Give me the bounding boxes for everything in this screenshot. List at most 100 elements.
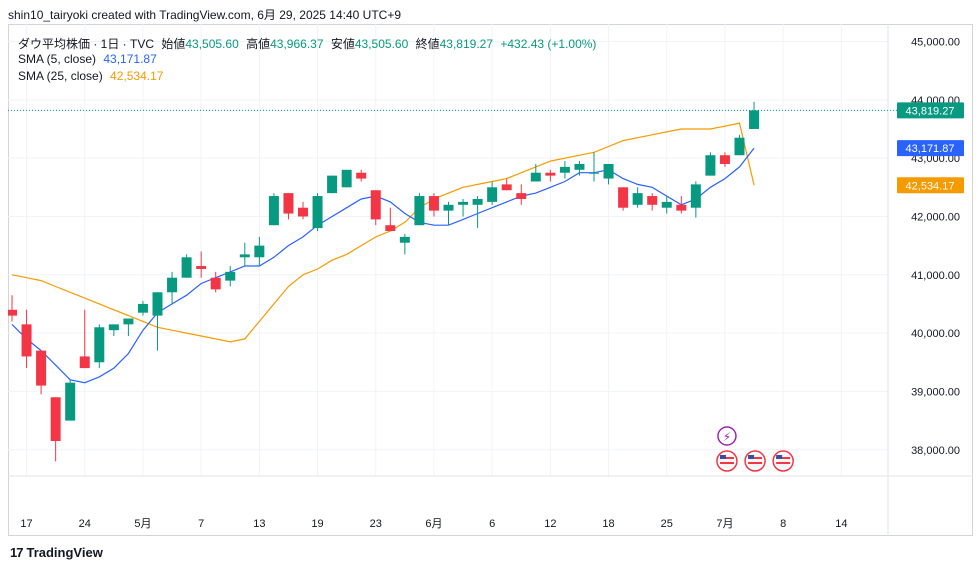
- candle-body[interactable]: [370, 190, 381, 220]
- candle-body[interactable]: [603, 163, 614, 179]
- candle-body[interactable]: [647, 196, 658, 205]
- candle-body[interactable]: [443, 204, 454, 211]
- x-tick-label: 6: [489, 518, 495, 530]
- candle-body[interactable]: [36, 350, 47, 386]
- candle-body[interactable]: [152, 292, 163, 316]
- candle-body[interactable]: [94, 327, 105, 363]
- x-tick-label: 5月: [134, 518, 151, 530]
- flag-stripe: [776, 457, 791, 459]
- sma25-value: 42,534.17: [110, 69, 164, 83]
- chart-frame: [8, 24, 973, 536]
- candle-body[interactable]: [705, 155, 716, 176]
- candle-body[interactable]: [210, 277, 221, 290]
- candle-body[interactable]: [690, 184, 701, 208]
- candle-body[interactable]: [559, 166, 570, 173]
- candlestick-chart[interactable]: 45,000.0044,000.0043,000.0042,000.0041,0…: [8, 24, 973, 536]
- candle-body[interactable]: [181, 257, 192, 278]
- legend-low-label: 安値: [330, 37, 355, 51]
- attribution-text: shin10_tairyoki created with TradingView…: [8, 8, 402, 22]
- candle-body[interactable]: [8, 309, 17, 316]
- candle-body[interactable]: [225, 271, 236, 281]
- candle-body[interactable]: [385, 225, 396, 232]
- sma25-legend[interactable]: SMA (25, close) 42,534.17: [18, 69, 167, 83]
- candle-body[interactable]: [312, 196, 323, 229]
- candle-body[interactable]: [574, 163, 585, 170]
- candle-body[interactable]: [268, 196, 279, 226]
- lightning-icon: ⚡: [723, 430, 731, 444]
- candle-body[interactable]: [516, 193, 527, 199]
- sma5-value: 43,171.87: [103, 52, 157, 66]
- tradingview-brand: TradingView: [26, 545, 103, 560]
- y-tick-label: 43,000.00: [911, 153, 960, 165]
- candle-body[interactable]: [137, 303, 148, 313]
- candle-body[interactable]: [428, 196, 439, 211]
- candle-body[interactable]: [239, 254, 250, 258]
- candle-body[interactable]: [65, 382, 76, 421]
- candle-body[interactable]: [108, 324, 119, 331]
- y-tick-label: 38,000.00: [911, 445, 960, 457]
- y-tick-label: 39,000.00: [911, 386, 960, 398]
- x-tick-label: 6月: [425, 518, 442, 530]
- candle-body[interactable]: [472, 198, 483, 205]
- legend-change: +432.43 (+1.00%): [500, 37, 597, 51]
- x-tick-label: 12: [544, 518, 556, 530]
- flag-canton: [719, 455, 726, 459]
- candle-body[interactable]: [501, 184, 512, 191]
- legend-open-value: 43,505.60: [185, 37, 239, 51]
- candle-body[interactable]: [661, 201, 672, 208]
- legend-low-value: 43,505.60: [354, 37, 409, 51]
- candle-body[interactable]: [341, 169, 352, 188]
- candle-body[interactable]: [327, 175, 338, 194]
- candle-body[interactable]: [632, 193, 643, 205]
- candle-body[interactable]: [545, 172, 556, 176]
- tradingview-footer[interactable]: 17 TradingView: [10, 545, 103, 560]
- candle-body[interactable]: [414, 196, 425, 226]
- x-tick-label: 14: [835, 518, 847, 530]
- y-tick-label: 40,000.00: [911, 328, 960, 340]
- flag-stripe: [748, 462, 763, 464]
- candle-body[interactable]: [123, 318, 134, 325]
- candle-body[interactable]: [196, 266, 207, 269]
- candle-body[interactable]: [719, 155, 730, 164]
- candle-body[interactable]: [79, 356, 90, 369]
- x-tick-label: 25: [661, 518, 673, 530]
- x-tick-label: 17: [20, 518, 32, 530]
- dividend-event-icon[interactable]: [717, 426, 737, 446]
- y-tick-label: 42,000.00: [911, 211, 960, 223]
- candle-body[interactable]: [458, 201, 469, 205]
- legend-close-label: 終値: [415, 37, 440, 51]
- y-tick-label: 45,000.00: [911, 36, 960, 48]
- candle-body[interactable]: [399, 236, 410, 243]
- legend-close-value: 43,819.27: [439, 37, 494, 51]
- price-label-text: 43,171.87: [906, 143, 955, 155]
- candle-body[interactable]: [50, 397, 61, 442]
- candle-body[interactable]: [487, 187, 498, 202]
- x-tick-label: 13: [253, 518, 265, 530]
- candle-body[interactable]: [530, 172, 541, 182]
- price-label-box: [897, 177, 964, 194]
- flag-stripe: [719, 457, 734, 459]
- legend-open-label: 始値: [161, 37, 186, 51]
- sma5-label: SMA (5, close): [18, 52, 97, 66]
- candle-body[interactable]: [298, 207, 308, 217]
- y-tick-label: 41,000.00: [911, 270, 960, 282]
- candle-body[interactable]: [283, 193, 294, 214]
- candle-body[interactable]: [734, 137, 745, 156]
- sma25-label: SMA (25, close): [18, 69, 103, 83]
- candle-body[interactable]: [676, 204, 687, 211]
- candle-body[interactable]: [254, 245, 265, 258]
- sma5-legend[interactable]: SMA (5, close) 43,171.87: [18, 52, 161, 66]
- x-tick-label: 19: [311, 518, 323, 530]
- candle-body[interactable]: [749, 110, 760, 129]
- candle-body[interactable]: [21, 324, 32, 357]
- sma5-line: [11, 147, 755, 384]
- flag-stripe: [719, 462, 734, 464]
- candle-body[interactable]: [356, 172, 367, 179]
- candle-body[interactable]: [167, 277, 178, 293]
- candle-body[interactable]: [618, 187, 629, 208]
- legend-symbol[interactable]: ダウ平均株価 · 1日 · TVC: [18, 37, 155, 51]
- x-tick-label: 18: [602, 518, 614, 530]
- price-label-text: 43,819.27: [906, 105, 955, 117]
- candle-body[interactable]: [589, 172, 599, 174]
- ohlc-legend: ダウ平均株価 · 1日 · TVC 始値43,505.60 高値43,966.3…: [18, 35, 600, 52]
